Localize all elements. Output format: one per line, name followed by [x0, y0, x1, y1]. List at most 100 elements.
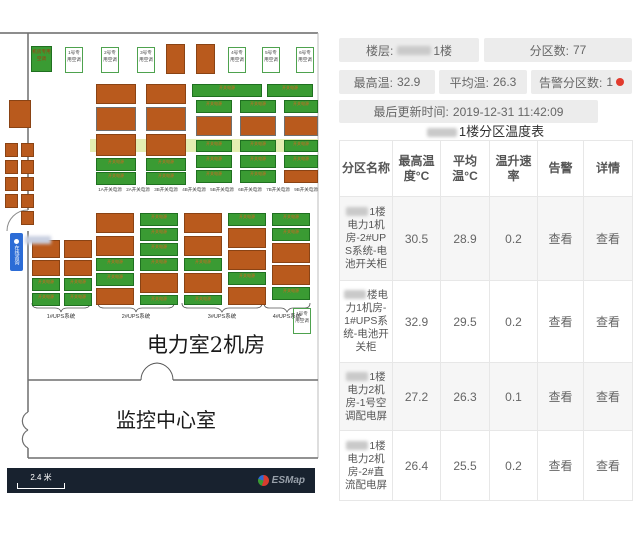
cabinet[interactable]: [5, 194, 18, 208]
detail-view-link[interactable]: 查看: [583, 196, 633, 281]
cabinet[interactable]: [284, 116, 318, 136]
stat-max-temp: 最高温: 32.9: [339, 70, 435, 94]
cabinet[interactable]: 开关电源: [140, 295, 178, 305]
cabinet[interactable]: [5, 177, 18, 191]
cabinet[interactable]: 开关电源: [184, 295, 222, 305]
ac-unit-chip[interactable]: 3号专用空调: [137, 47, 155, 73]
cabinet[interactable]: 开关电源: [284, 100, 318, 113]
avg-temp-value: 25.5: [440, 430, 490, 501]
alarm-view-link[interactable]: 查看: [537, 430, 584, 501]
cabinet[interactable]: 开关电源: [184, 258, 222, 271]
cabinet[interactable]: [146, 107, 186, 131]
cabinet[interactable]: 开关电源: [284, 140, 318, 152]
cabinet[interactable]: [228, 250, 266, 270]
cabinet[interactable]: [272, 243, 310, 263]
cabinet[interactable]: 开关电源: [240, 140, 276, 152]
cabinet[interactable]: [240, 116, 276, 136]
cabinet[interactable]: [21, 194, 34, 208]
cabinet[interactable]: 开关电源: [140, 243, 178, 256]
cabinet[interactable]: [146, 84, 186, 104]
cabinet[interactable]: [146, 134, 186, 156]
alarm-view-link[interactable]: 查看: [537, 196, 584, 281]
cabinet[interactable]: [196, 44, 215, 74]
table-row: 1楼电力1机房-2#UPS系统-电池开关柜 30.5 28.9 0.2 查看 查看: [339, 196, 633, 281]
cabinet[interactable]: 开关电源: [228, 272, 266, 285]
ac-unit-chip[interactable]: 4号专用空调: [228, 47, 246, 73]
cabinet[interactable]: [21, 177, 34, 191]
cabinet[interactable]: 开关电源: [64, 278, 92, 291]
cabinet[interactable]: [9, 100, 31, 128]
cabinet[interactable]: [184, 236, 222, 256]
cabinet[interactable]: [96, 84, 136, 104]
cabinet[interactable]: 开关电源: [96, 172, 136, 185]
cabinet[interactable]: [284, 170, 318, 183]
avg-temp-value: 28.9: [440, 196, 490, 281]
detail-view-link[interactable]: 查看: [583, 430, 633, 501]
ac-unit-chip[interactable]: 1号专用空调: [65, 47, 83, 73]
cabinet[interactable]: 开关电源: [228, 213, 266, 226]
cabinet[interactable]: [96, 236, 134, 256]
ac-unit-chip[interactable]: 5号专用空调: [262, 47, 280, 73]
cabinet[interactable]: [272, 265, 310, 285]
cabinet[interactable]: [96, 107, 136, 131]
esmap-logo[interactable]: ESMap: [257, 475, 305, 486]
cabinet[interactable]: [184, 273, 222, 293]
cabinet[interactable]: [140, 273, 178, 293]
cabinet[interactable]: [21, 211, 34, 225]
cabinet[interactable]: [96, 288, 134, 305]
cabinet[interactable]: [5, 143, 18, 157]
cabinet[interactable]: 开关电源: [96, 158, 136, 171]
cabinet[interactable]: 开关电源: [240, 100, 276, 113]
cabinet[interactable]: 开关电源: [140, 213, 178, 226]
cabinet[interactable]: 开关电源: [96, 273, 134, 286]
cabinet[interactable]: 开关电源: [146, 172, 186, 185]
cabinet[interactable]: [228, 287, 266, 305]
cabinet[interactable]: [228, 228, 266, 248]
cabinet[interactable]: [32, 260, 60, 276]
alarm-view-link[interactable]: 查看: [537, 362, 584, 431]
cabinet[interactable]: 开关电源: [284, 155, 318, 168]
cabinet[interactable]: 开关电源: [196, 100, 232, 113]
cabinet[interactable]: 开关电源: [140, 258, 178, 271]
redacted-zone-prefix: [344, 290, 366, 299]
cabinet[interactable]: 开关电源: [96, 258, 134, 271]
alarm-view-link[interactable]: 查看: [537, 280, 584, 363]
cabinet[interactable]: 开关电源: [267, 84, 313, 97]
cabinet[interactable]: 开关电源: [64, 293, 92, 306]
cabinet[interactable]: 开关电源: [146, 158, 186, 171]
redacted-title-prefix: [426, 128, 457, 137]
ac-unit-chip[interactable]: 1号专用空调: [293, 308, 311, 334]
cabinet[interactable]: [196, 116, 232, 136]
ac-unit-chip[interactable]: 2号专用空调: [101, 47, 119, 73]
cabinet[interactable]: 开关电源: [240, 155, 276, 168]
cabinet[interactable]: 开关电源: [196, 140, 232, 152]
cabinet[interactable]: 开关电源: [196, 155, 232, 168]
table-title-text: 1楼分区温度表: [458, 124, 545, 139]
cabinet[interactable]: [64, 240, 92, 258]
cabinet[interactable]: 开关电源: [140, 228, 178, 241]
stat-floor-value: 1楼: [433, 43, 453, 58]
online-consult-ribbon[interactable]: 在线咨询: [10, 233, 23, 271]
cabinet[interactable]: 开关电源: [272, 228, 310, 241]
cabinet[interactable]: 开关电源: [32, 278, 60, 291]
detail-view-link[interactable]: 查看: [583, 280, 633, 363]
detail-view-link[interactable]: 查看: [583, 362, 633, 431]
cabinet[interactable]: [166, 44, 185, 74]
cabinet[interactable]: [64, 260, 92, 276]
cabinet[interactable]: [21, 143, 34, 157]
cabinet[interactable]: [5, 160, 18, 174]
cabinet[interactable]: [96, 213, 134, 233]
cabinet[interactable]: [96, 134, 136, 156]
cabinet[interactable]: 开关电源: [196, 170, 232, 183]
cabinet[interactable]: [21, 160, 34, 174]
corner-ac-unit[interactable]: 机房专用空调: [31, 46, 52, 72]
cabinet[interactable]: 开关电源: [272, 287, 310, 300]
cabinet[interactable]: 开关电源: [272, 213, 310, 226]
max-temp-value: 32.9: [392, 280, 441, 363]
stat-floor-label: 楼层:: [365, 43, 394, 58]
ac-unit-chip[interactable]: 6号专用空调: [296, 47, 314, 73]
cabinet[interactable]: 开关电源: [240, 170, 276, 183]
cabinet[interactable]: 开关电源: [192, 84, 262, 97]
cabinet[interactable]: [184, 213, 222, 233]
cabinet[interactable]: 开关电源: [32, 293, 60, 306]
